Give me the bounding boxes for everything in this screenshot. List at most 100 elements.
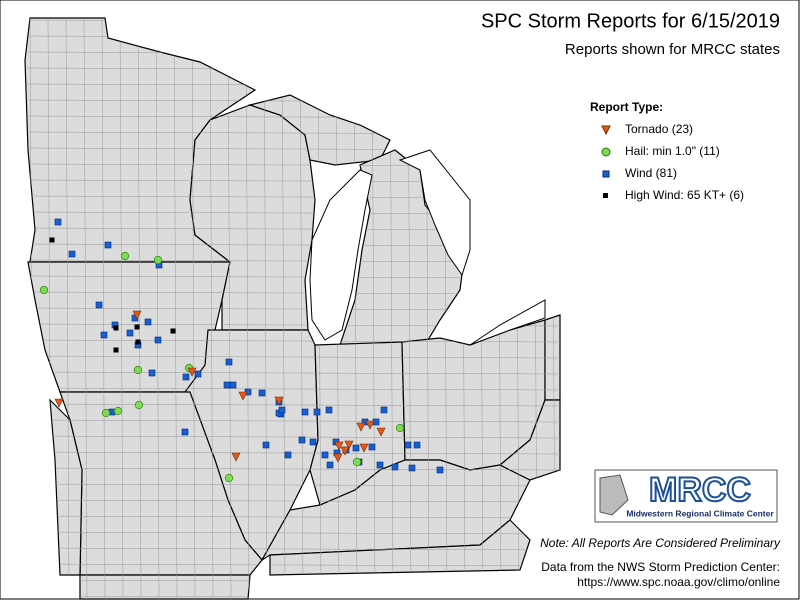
hail-symbol [601, 147, 611, 157]
lake-huron [398, 149, 471, 277]
county-line [25, 531, 560, 535]
hail-report [39, 285, 49, 295]
logo-map [599, 474, 629, 516]
wind-report [126, 329, 134, 337]
county-line [25, 387, 560, 391]
county-line [25, 371, 560, 375]
wind-report [229, 381, 237, 389]
wind-report [372, 418, 380, 426]
hail-report [120, 251, 130, 261]
high-wind-report [134, 324, 140, 330]
county-line [101, 18, 106, 599]
wind-report [262, 441, 270, 449]
lake-erie [469, 299, 546, 346]
hail-report [395, 423, 405, 433]
high-wind-symbol [603, 193, 608, 198]
title: SPC Storm Reports for 6/15/2019 [481, 10, 780, 32]
wind-report [301, 408, 309, 416]
high-wind-report [49, 237, 55, 243]
wind-report [284, 451, 292, 459]
source-url: https://www.spc.noaa.gov/climo/online [577, 575, 780, 589]
pennsylvania-edge [544, 314, 561, 401]
county-line [263, 18, 268, 599]
wind-report [309, 438, 317, 446]
wind-report [404, 441, 412, 449]
hail-report [224, 473, 234, 483]
wind-report [154, 336, 162, 344]
tornado-report [376, 427, 386, 437]
logo: MRCC Midwestern Regional Climate Center [594, 469, 778, 523]
county-line [155, 18, 160, 599]
tornado-report [238, 391, 248, 401]
logo-caption: Midwestern Regional Climate Center [626, 508, 774, 518]
wind-report [413, 441, 421, 449]
legend-item: High Wind: 65 KT+ (6) [625, 188, 744, 202]
tornado-symbol [601, 125, 611, 136]
tornado-report [344, 440, 354, 450]
wind-report [325, 406, 333, 414]
logo-name: MRCC [649, 471, 751, 509]
wind-report [223, 381, 231, 389]
county-line [25, 355, 560, 359]
county-line [209, 18, 214, 599]
county-line [25, 403, 560, 407]
hail-report [352, 457, 362, 467]
wind-report [182, 373, 190, 381]
wind-report [326, 461, 334, 469]
lake-michigan [309, 169, 373, 341]
tornado-report [54, 398, 64, 408]
wind-report [368, 443, 376, 451]
county-line [25, 547, 560, 551]
tornado-report [365, 420, 375, 430]
county-line [65, 18, 70, 599]
legend-title: Report Type: [590, 100, 663, 114]
hail-report [134, 400, 144, 410]
tornado-report [356, 422, 366, 432]
hail-report [153, 255, 163, 265]
wind-report [376, 461, 384, 469]
wind-report [104, 241, 112, 249]
wind-report [278, 406, 286, 414]
county-line [25, 419, 560, 423]
tornado-report [132, 310, 142, 320]
hail-report [113, 406, 123, 416]
wind-report [181, 428, 189, 436]
legend: Report Type: Tornado (23) Hail: min 1.0"… [590, 100, 744, 202]
county-line [25, 563, 560, 567]
wind-report [100, 331, 108, 339]
wind-report [352, 444, 360, 452]
county-line [191, 18, 196, 599]
reports [39, 218, 444, 483]
tornado-report [359, 443, 369, 453]
west-virginia-edge [498, 399, 561, 481]
wind-report [225, 358, 233, 366]
tornado-report [187, 367, 197, 377]
wind-report [380, 406, 388, 414]
wind-report [436, 466, 444, 474]
tornado-report [333, 453, 343, 463]
hail-report [101, 408, 111, 418]
legend-item: Hail: min 1.0" (11) [625, 144, 720, 158]
county-line [25, 499, 560, 503]
wind-report [391, 463, 399, 471]
wind-report [194, 370, 202, 378]
wind-report [313, 408, 321, 416]
high-wind-report [113, 325, 119, 331]
wind-report [54, 218, 62, 226]
high-wind-report [135, 339, 141, 345]
tornado-report [231, 452, 241, 462]
tornado-report [340, 446, 350, 456]
wind-report [68, 250, 76, 258]
county-line [25, 435, 560, 439]
tornado-report [274, 396, 284, 406]
county-line [25, 515, 560, 519]
wind-report [95, 301, 103, 309]
wind-report [298, 436, 306, 444]
county-line [173, 18, 178, 599]
wind-report [408, 464, 416, 472]
subtitle: Reports shown for MRCC states [565, 41, 780, 58]
wind-report [258, 389, 266, 397]
wind-symbol [602, 170, 610, 178]
legend-item: Tornado (23) [625, 122, 693, 136]
